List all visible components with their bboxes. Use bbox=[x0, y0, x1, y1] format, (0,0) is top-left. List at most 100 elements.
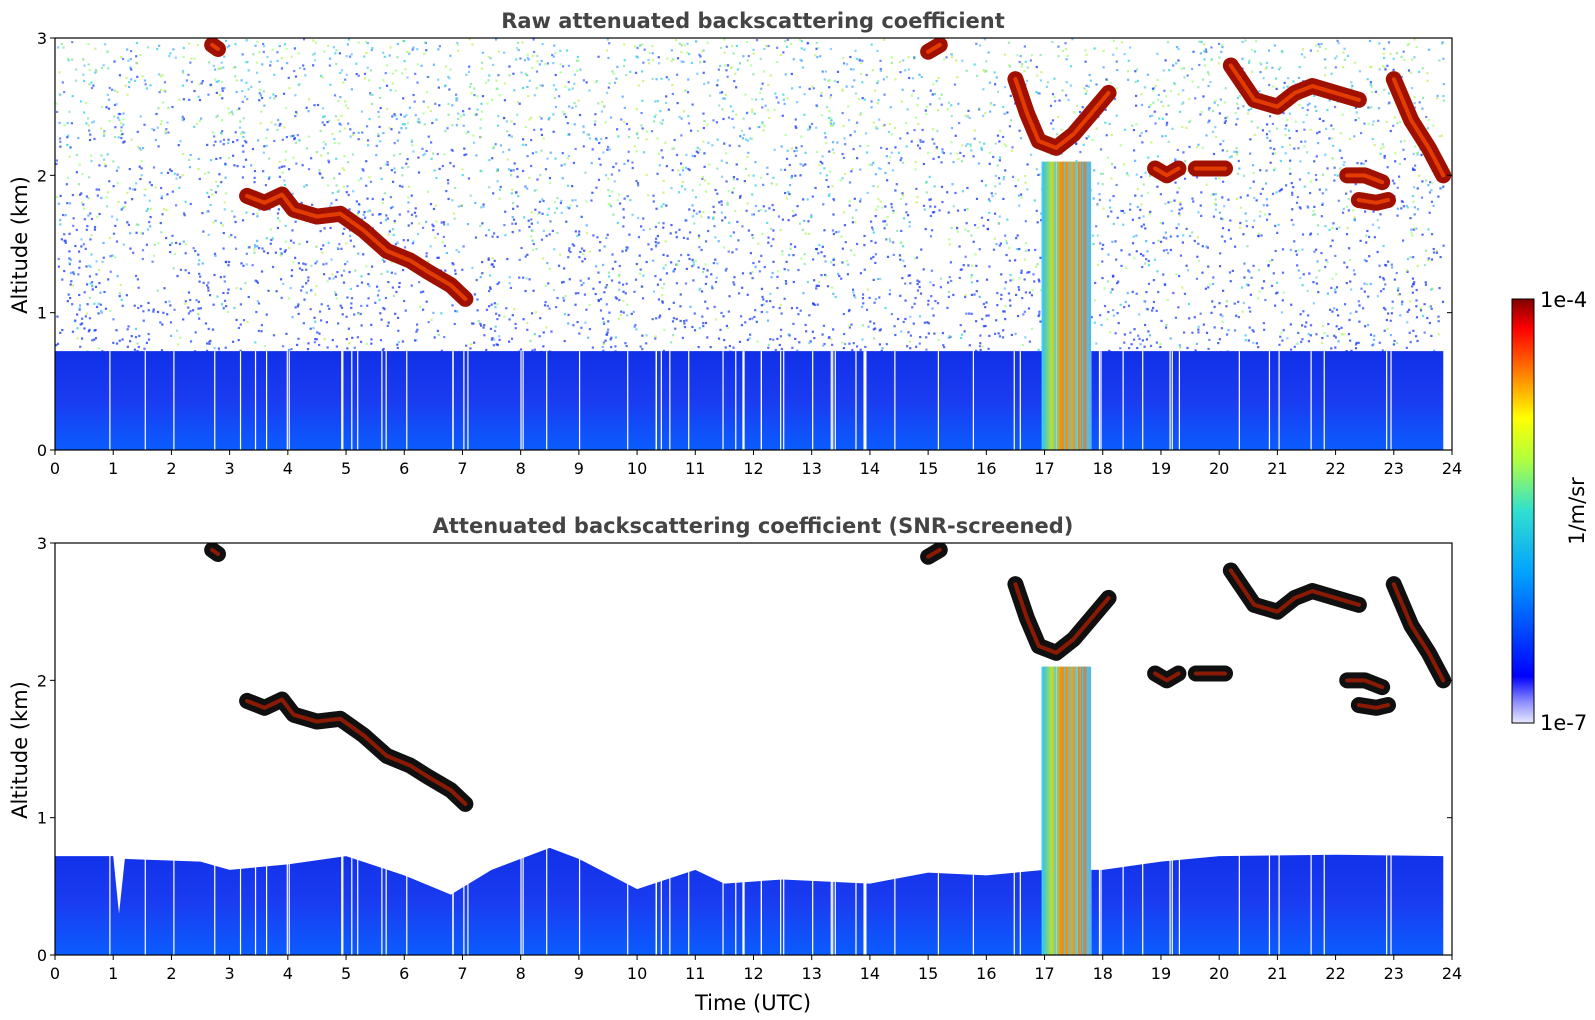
noise-pixel bbox=[676, 73, 679, 76]
noise-pixel bbox=[96, 215, 99, 218]
noise-pixel bbox=[619, 202, 622, 205]
noise-pixel bbox=[135, 55, 138, 58]
noise-pixel bbox=[1386, 166, 1389, 169]
noise-pixel bbox=[870, 43, 873, 46]
noise-pixel bbox=[745, 209, 748, 212]
noise-pixel bbox=[965, 312, 968, 315]
noise-pixel bbox=[846, 63, 849, 66]
noise-pixel bbox=[1255, 342, 1258, 345]
noise-pixel bbox=[519, 57, 522, 60]
noise-pixel bbox=[1084, 49, 1087, 52]
noise-pixel bbox=[66, 136, 69, 139]
noise-pixel bbox=[607, 189, 610, 192]
noise-pixel bbox=[872, 185, 875, 188]
noise-pixel bbox=[1424, 249, 1428, 252]
noise-pixel bbox=[1040, 219, 1043, 222]
noise-pixel bbox=[309, 308, 312, 311]
noise-pixel bbox=[932, 314, 935, 317]
noise-pixel bbox=[1115, 114, 1118, 117]
noise-pixel bbox=[800, 59, 803, 62]
noise-pixel bbox=[116, 182, 119, 185]
noise-pixel bbox=[746, 155, 749, 159]
noise-pixel bbox=[1129, 331, 1132, 334]
noise-pixel bbox=[1359, 239, 1362, 242]
noise-pixel bbox=[697, 345, 700, 349]
noise-pixel bbox=[313, 52, 316, 55]
noise-pixel bbox=[611, 190, 614, 193]
noise-pixel bbox=[1429, 181, 1432, 184]
noise-pixel bbox=[942, 344, 945, 347]
noise-pixel bbox=[966, 115, 969, 118]
noise-pixel bbox=[1276, 231, 1279, 234]
noise-pixel bbox=[1346, 54, 1350, 58]
noise-pixel bbox=[365, 184, 368, 187]
noise-pixel bbox=[813, 337, 816, 340]
noise-pixel bbox=[1413, 95, 1416, 99]
noise-pixel bbox=[1345, 233, 1349, 236]
noise-pixel bbox=[606, 145, 610, 149]
noise-pixel bbox=[767, 346, 770, 349]
noise-pixel bbox=[1008, 125, 1012, 128]
noise-pixel bbox=[1162, 249, 1166, 252]
noise-pixel bbox=[1017, 288, 1021, 291]
noise-pixel bbox=[416, 328, 419, 331]
noise-pixel bbox=[86, 117, 90, 120]
noise-pixel bbox=[1437, 320, 1440, 323]
noise-pixel bbox=[597, 55, 600, 58]
noise-pixel bbox=[215, 91, 218, 94]
noise-pixel bbox=[1285, 184, 1288, 187]
noise-pixel bbox=[773, 148, 776, 151]
noise-pixel bbox=[729, 105, 732, 108]
noise-pixel bbox=[207, 93, 210, 96]
noise-pixel bbox=[72, 272, 76, 276]
noise-pixel bbox=[262, 50, 265, 54]
noise-pixel bbox=[71, 303, 74, 306]
noise-pixel bbox=[1200, 110, 1203, 114]
noise-pixel bbox=[1191, 331, 1194, 334]
noise-pixel bbox=[432, 63, 436, 66]
noise-pixel bbox=[1016, 54, 1019, 57]
noise-pixel bbox=[127, 59, 130, 62]
noise-pixel bbox=[1324, 265, 1327, 269]
noise-pixel bbox=[635, 108, 638, 111]
noise-pixel bbox=[130, 334, 133, 338]
noise-pixel bbox=[403, 299, 406, 303]
noise-pixel bbox=[887, 130, 891, 134]
noise-pixel bbox=[1354, 343, 1358, 346]
noise-pixel bbox=[744, 321, 747, 324]
noise-pixel bbox=[699, 61, 702, 64]
noise-pixel bbox=[823, 342, 826, 346]
noise-pixel bbox=[972, 240, 975, 243]
noise-pixel bbox=[792, 280, 795, 284]
noise-pixel bbox=[1406, 310, 1409, 313]
noise-pixel bbox=[813, 279, 816, 282]
noise-pixel bbox=[683, 44, 686, 47]
noise-pixel bbox=[970, 149, 973, 152]
noise-pixel bbox=[334, 291, 337, 294]
noise-pixel bbox=[1333, 105, 1337, 109]
noise-pixel bbox=[705, 275, 708, 278]
noise-pixel bbox=[981, 345, 984, 348]
noise-pixel bbox=[119, 283, 122, 287]
noise-pixel bbox=[129, 50, 133, 53]
noise-pixel bbox=[555, 88, 558, 91]
noise-pixel bbox=[907, 331, 910, 334]
noise-pixel bbox=[396, 241, 399, 244]
noise-pixel bbox=[734, 209, 737, 212]
noise-pixel bbox=[345, 73, 348, 76]
noise-pixel bbox=[855, 157, 859, 160]
noise-pixel bbox=[747, 174, 750, 177]
noise-pixel bbox=[1235, 153, 1239, 156]
noise-pixel bbox=[1018, 129, 1021, 132]
noise-pixel bbox=[930, 295, 933, 298]
noise-pixel bbox=[247, 88, 250, 91]
noise-pixel bbox=[635, 328, 638, 331]
noise-pixel bbox=[122, 112, 125, 115]
noise-pixel bbox=[1387, 92, 1391, 95]
noise-pixel bbox=[97, 188, 101, 191]
noise-pixel bbox=[379, 140, 382, 143]
noise-pixel bbox=[952, 205, 955, 208]
noise-pixel bbox=[1110, 177, 1113, 180]
noise-pixel bbox=[322, 263, 325, 266]
noise-pixel bbox=[82, 58, 85, 61]
